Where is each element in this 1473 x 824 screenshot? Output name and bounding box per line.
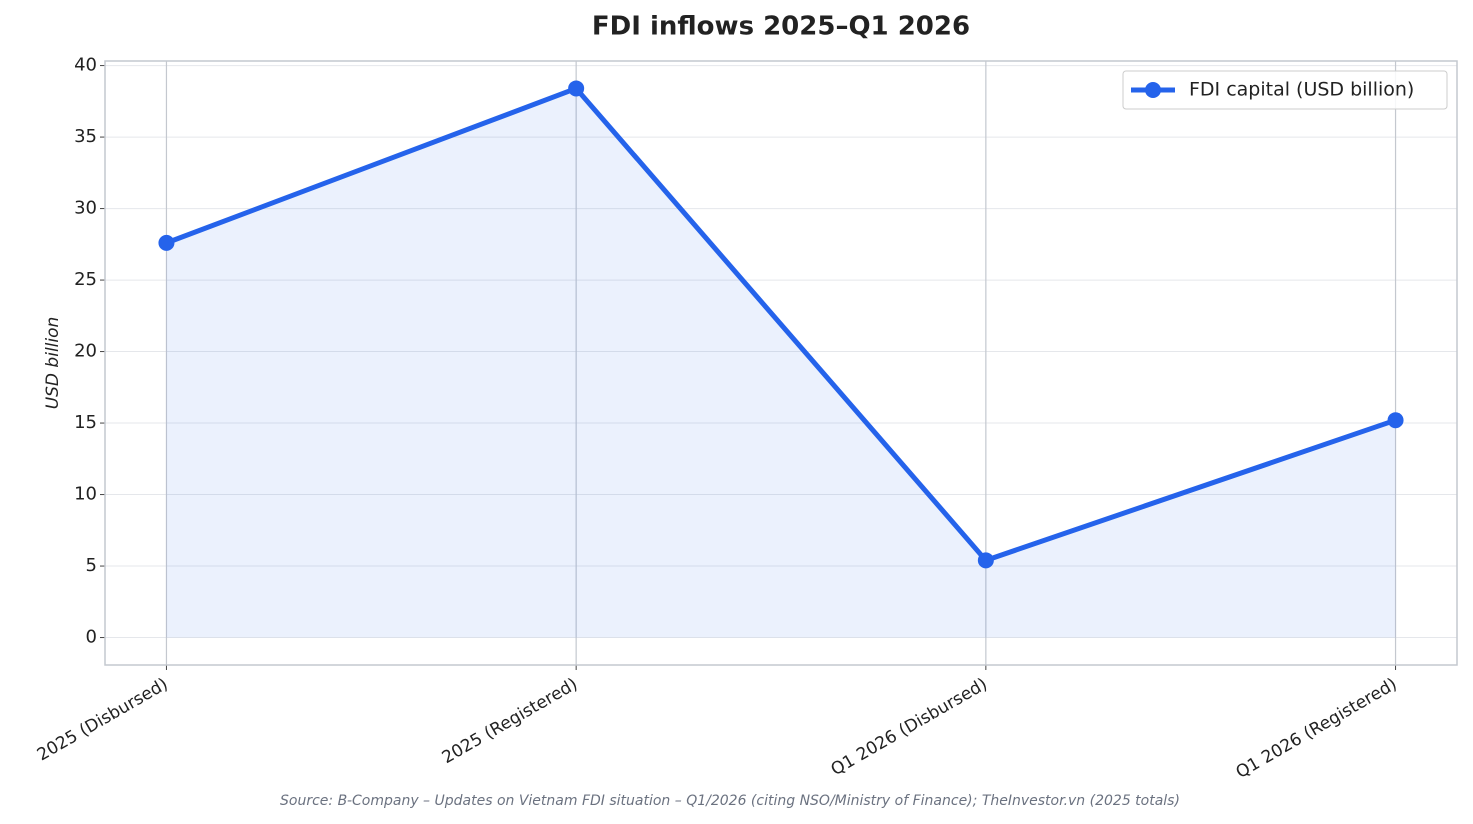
- plot-frame: [104, 60, 1458, 666]
- y-tick-label: 0: [86, 627, 97, 648]
- point: [568, 80, 585, 97]
- point: [158, 234, 175, 251]
- legend-marker: [1145, 82, 1161, 98]
- point: [1387, 412, 1404, 429]
- legend-label: FDI capital (USD billion): [1189, 79, 1414, 101]
- y-tick-label: 5: [86, 555, 97, 576]
- chart-title: FDI inflows 2025–Q1 2026: [592, 12, 970, 42]
- x-tick-label: 2025 (Disbursed): [34, 674, 172, 765]
- x-tick-label: Q1 2026 (Disbursed): [828, 674, 991, 780]
- y-tick-label: 35: [74, 126, 97, 147]
- y-tick-label: 40: [74, 55, 97, 76]
- x-tick-label: 2025 (Registered): [439, 674, 581, 768]
- x-tick-label: Q1 2026 (Registered): [1233, 674, 1401, 783]
- source-note: Source: B-Company – Updates on Vietnam F…: [280, 793, 1180, 809]
- legend-box: [1122, 70, 1448, 110]
- y-tick-label: 15: [74, 412, 97, 433]
- point: [977, 552, 994, 569]
- y-tick-label: 10: [74, 484, 97, 505]
- y-tick-label: 25: [74, 269, 97, 290]
- area: [166, 88, 1396, 638]
- y-axis-label: USD billion: [43, 317, 63, 410]
- y-tick-label: 30: [74, 198, 97, 219]
- y-tick-label: 20: [74, 341, 97, 362]
- line: [165, 85, 1397, 563]
